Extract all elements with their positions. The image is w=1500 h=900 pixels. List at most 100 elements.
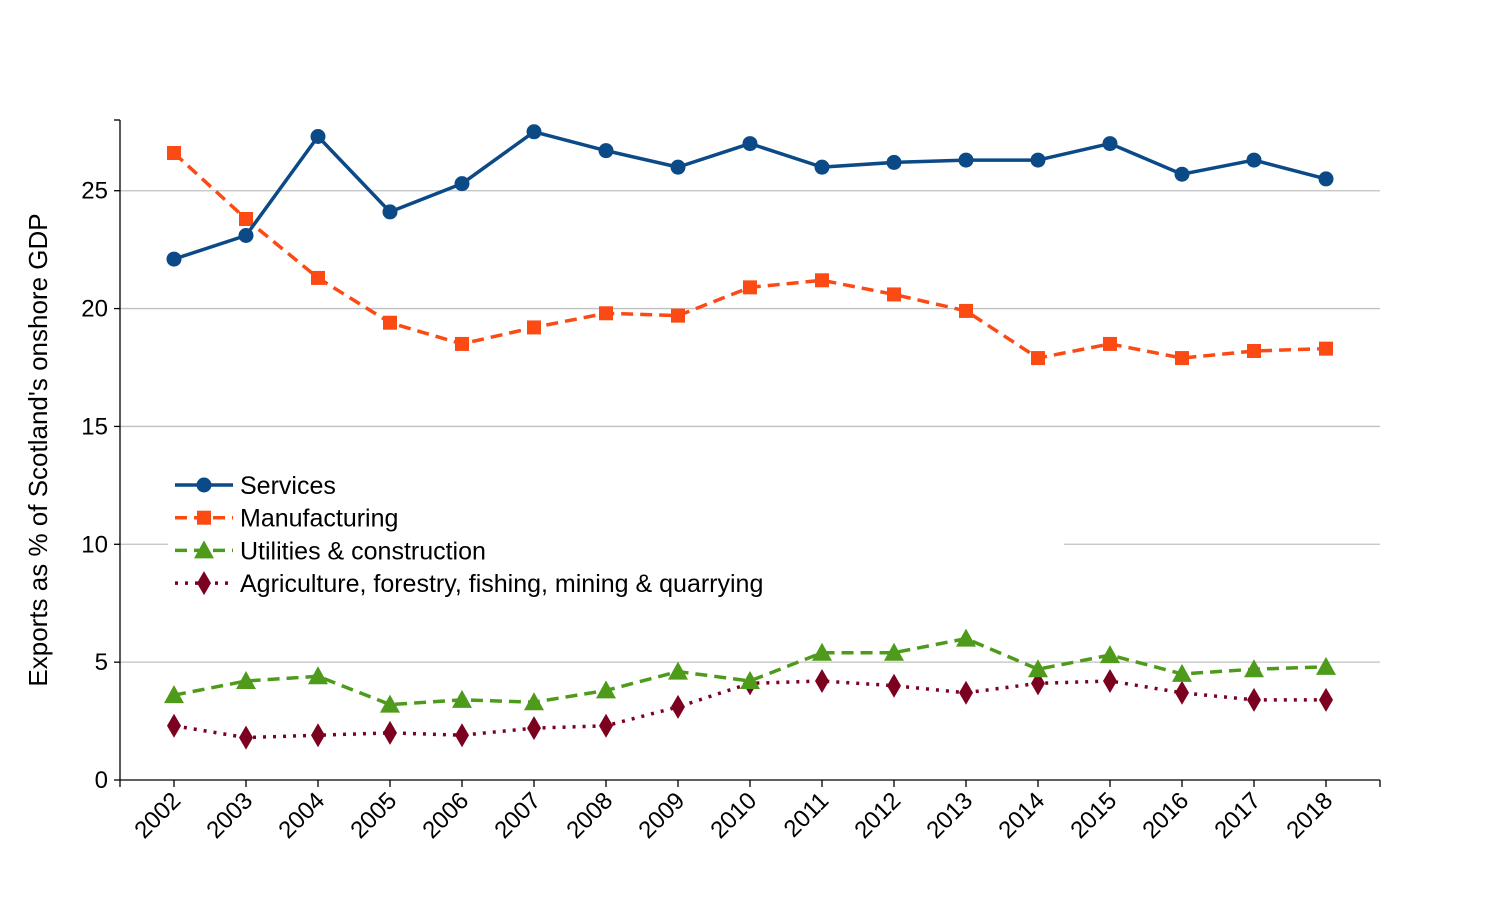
legend-item: Manufacturing [175,505,398,533]
legend-marker [196,477,212,493]
data-point [1103,336,1117,351]
data-point [1031,351,1045,366]
data-point [1100,645,1120,664]
data-point [671,694,685,719]
data-point [959,303,973,318]
data-point [887,673,901,698]
data-point [959,680,973,705]
data-point [1246,152,1262,168]
x-tick-label: 2014 [993,787,1050,844]
x-tick-label: 2013 [921,787,978,844]
data-point [382,204,398,220]
data-point [1172,663,1192,682]
legend-item: Services [175,472,336,500]
data-point [527,716,541,741]
x-tick-label: 2002 [129,787,186,844]
data-point [1031,671,1045,696]
y-axis-title: Exports as % of Scotland's onshore GDP [23,213,53,686]
legend-item: Agriculture, forestry, fishing, mining &… [175,570,763,598]
legend-marker [197,510,211,525]
data-point [1174,166,1190,182]
series-3 [167,669,1333,750]
data-point [167,146,181,160]
data-point [311,723,325,748]
data-point [1102,136,1118,152]
legend-item: Utilities & construction [175,537,486,565]
x-tick-label: 2004 [273,787,330,844]
data-point [380,694,400,713]
data-point [526,124,542,140]
x-tick-label: 2018 [1281,787,1338,844]
legend-marker [194,540,214,559]
data-point [383,315,397,330]
data-point [1319,341,1333,356]
legend-background [168,466,1064,546]
series-line [173,636,1327,707]
data-point [670,159,686,175]
legend-label: Manufacturing [240,505,398,533]
data-point [311,270,325,285]
x-tick-label: 2011 [779,787,835,843]
data-point [886,154,902,170]
data-point [1175,351,1189,366]
data-point [452,689,472,708]
x-tick-label: 2005 [345,787,402,844]
x-tick-label: 2003 [201,787,258,844]
y-tick-label: 10 [81,531,108,558]
y-tick-label: 5 [95,649,108,676]
data-point [310,129,326,144]
data-point [455,336,469,351]
data-point [812,642,832,661]
data-point [884,642,904,661]
data-point [1319,687,1333,712]
legend: Services Manufacturing Utilities & constru… [168,466,1064,598]
y-tick-label: 0 [95,767,108,794]
data-point [742,136,758,152]
data-point [238,228,254,243]
data-point [814,159,830,175]
data-point [887,287,901,302]
data-point [815,669,829,693]
x-tick-label: 2010 [705,787,762,844]
data-point [1103,669,1117,693]
data-point [815,273,829,288]
x-tick-label: 2009 [633,787,690,844]
data-point [166,251,182,267]
data-point [308,666,328,685]
data-point [599,713,613,738]
data-point [958,152,974,168]
data-point [596,680,616,699]
x-tick-label: 2012 [849,787,906,844]
x-tick-label: 2007 [489,787,546,844]
data-point [1030,152,1046,168]
legend-label: Services [240,472,336,500]
data-point [740,671,760,689]
data-point [167,713,181,738]
data-point [454,176,470,192]
series-0 [166,124,1334,267]
x-tick-label: 2008 [561,787,618,844]
data-point [239,725,253,750]
y-tick-label: 20 [81,296,108,323]
data-point [1175,680,1189,705]
data-point [239,212,253,226]
data-point [1247,687,1261,712]
data-point [1244,659,1264,678]
legend-label: Agriculture, forestry, fishing, mining &… [240,570,763,598]
data-point [743,280,757,295]
data-point [383,720,397,745]
data-point [956,628,976,647]
x-tick-label: 2017 [1209,787,1266,844]
series-1 [167,146,1333,366]
data-point [599,306,613,321]
data-point [671,308,685,323]
series-2 [164,628,1336,713]
data-point [598,143,614,159]
data-point [1318,171,1334,187]
series-line [172,151,1327,360]
x-tick-label: 2015 [1065,787,1122,844]
x-tick-label: 2016 [1137,787,1194,844]
legend-label: Utilities & construction [240,537,486,565]
x-tick-label: 2006 [417,787,474,844]
